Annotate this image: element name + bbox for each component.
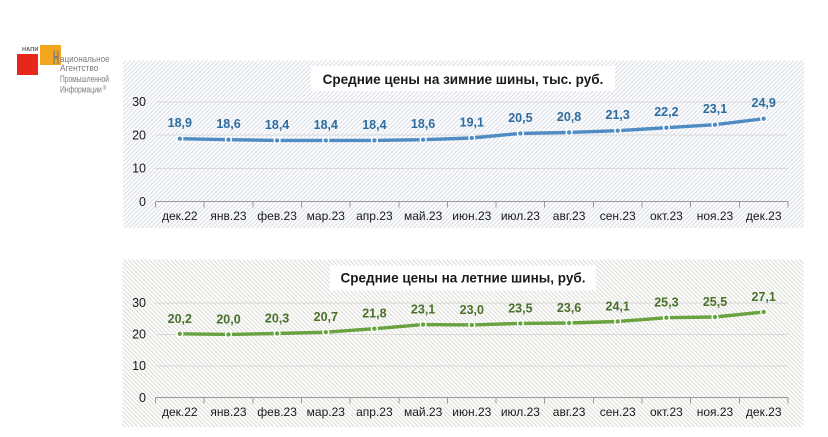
svg-text:22,2: 22,2	[654, 105, 678, 119]
svg-text:фев.23: фев.23	[257, 209, 297, 223]
svg-text:авг.23: авг.23	[553, 405, 586, 419]
svg-text:18,6: 18,6	[411, 117, 435, 131]
svg-text:авг.23: авг.23	[553, 209, 586, 223]
svg-text:0: 0	[139, 391, 146, 405]
svg-text:10: 10	[132, 162, 146, 176]
svg-text:19,1: 19,1	[460, 116, 484, 130]
svg-text:май.23: май.23	[404, 405, 443, 419]
svg-text:ноя.23: ноя.23	[697, 209, 734, 223]
svg-text:окт.23: окт.23	[650, 405, 683, 419]
svg-text:Средние цены на летние шины, р: Средние цены на летние шины, руб.	[341, 270, 586, 285]
svg-text:20: 20	[132, 128, 146, 142]
svg-text:апр.23: апр.23	[356, 209, 393, 223]
svg-text:24,1: 24,1	[606, 300, 630, 314]
svg-text:18,4: 18,4	[362, 118, 386, 132]
svg-text:июл.23: июл.23	[501, 209, 540, 223]
svg-text:апр.23: апр.23	[356, 405, 393, 419]
svg-text:20,2: 20,2	[168, 312, 192, 326]
svg-text:июл.23: июл.23	[501, 405, 540, 419]
svg-text:21,3: 21,3	[606, 108, 630, 122]
svg-text:23,1: 23,1	[703, 102, 727, 116]
svg-text:25,5: 25,5	[703, 295, 727, 309]
svg-text:18,9: 18,9	[168, 116, 192, 130]
svg-text:мар.23: мар.23	[307, 405, 346, 419]
svg-text:27,1: 27,1	[752, 290, 776, 304]
svg-text:23,5: 23,5	[508, 301, 532, 315]
svg-text:18,4: 18,4	[265, 118, 289, 132]
svg-text:дек.23: дек.23	[746, 209, 782, 223]
svg-text:мар.23: мар.23	[307, 209, 346, 223]
svg-text:Средние цены на зимние шины, т: Средние цены на зимние шины, тыс. руб.	[323, 72, 604, 87]
svg-text:30: 30	[132, 95, 146, 109]
svg-text:23,1: 23,1	[411, 303, 435, 317]
svg-text:20,5: 20,5	[508, 111, 532, 125]
svg-text:дек.23: дек.23	[746, 405, 782, 419]
svg-text:18,4: 18,4	[314, 118, 338, 132]
svg-text:окт.23: окт.23	[650, 209, 683, 223]
svg-text:20,3: 20,3	[265, 312, 289, 326]
svg-text:дек.22: дек.22	[162, 405, 198, 419]
svg-text:сен.23: сен.23	[600, 209, 636, 223]
svg-text:май.23: май.23	[404, 209, 443, 223]
svg-text:25,3: 25,3	[654, 296, 678, 310]
svg-text:20,7: 20,7	[314, 310, 338, 324]
svg-text:24,9: 24,9	[752, 96, 776, 110]
svg-text:июн.23: июн.23	[452, 405, 491, 419]
svg-text:дек.22: дек.22	[162, 209, 198, 223]
svg-text:20: 20	[132, 328, 146, 342]
svg-text:10: 10	[132, 359, 146, 373]
svg-text:20,8: 20,8	[557, 110, 581, 124]
svg-text:янв.23: янв.23	[210, 209, 247, 223]
svg-text:30: 30	[132, 296, 146, 310]
svg-text:0: 0	[139, 195, 146, 209]
svg-text:ноя.23: ноя.23	[697, 405, 734, 419]
svg-text:18,6: 18,6	[216, 117, 240, 131]
svg-text:23,0: 23,0	[460, 303, 484, 317]
svg-text:сен.23: сен.23	[600, 405, 636, 419]
svg-text:21,8: 21,8	[362, 307, 386, 321]
svg-text:фев.23: фев.23	[257, 405, 297, 419]
svg-text:23,6: 23,6	[557, 301, 581, 315]
svg-text:июн.23: июн.23	[452, 209, 491, 223]
svg-text:янв.23: янв.23	[210, 405, 247, 419]
svg-text:20,0: 20,0	[216, 312, 240, 326]
